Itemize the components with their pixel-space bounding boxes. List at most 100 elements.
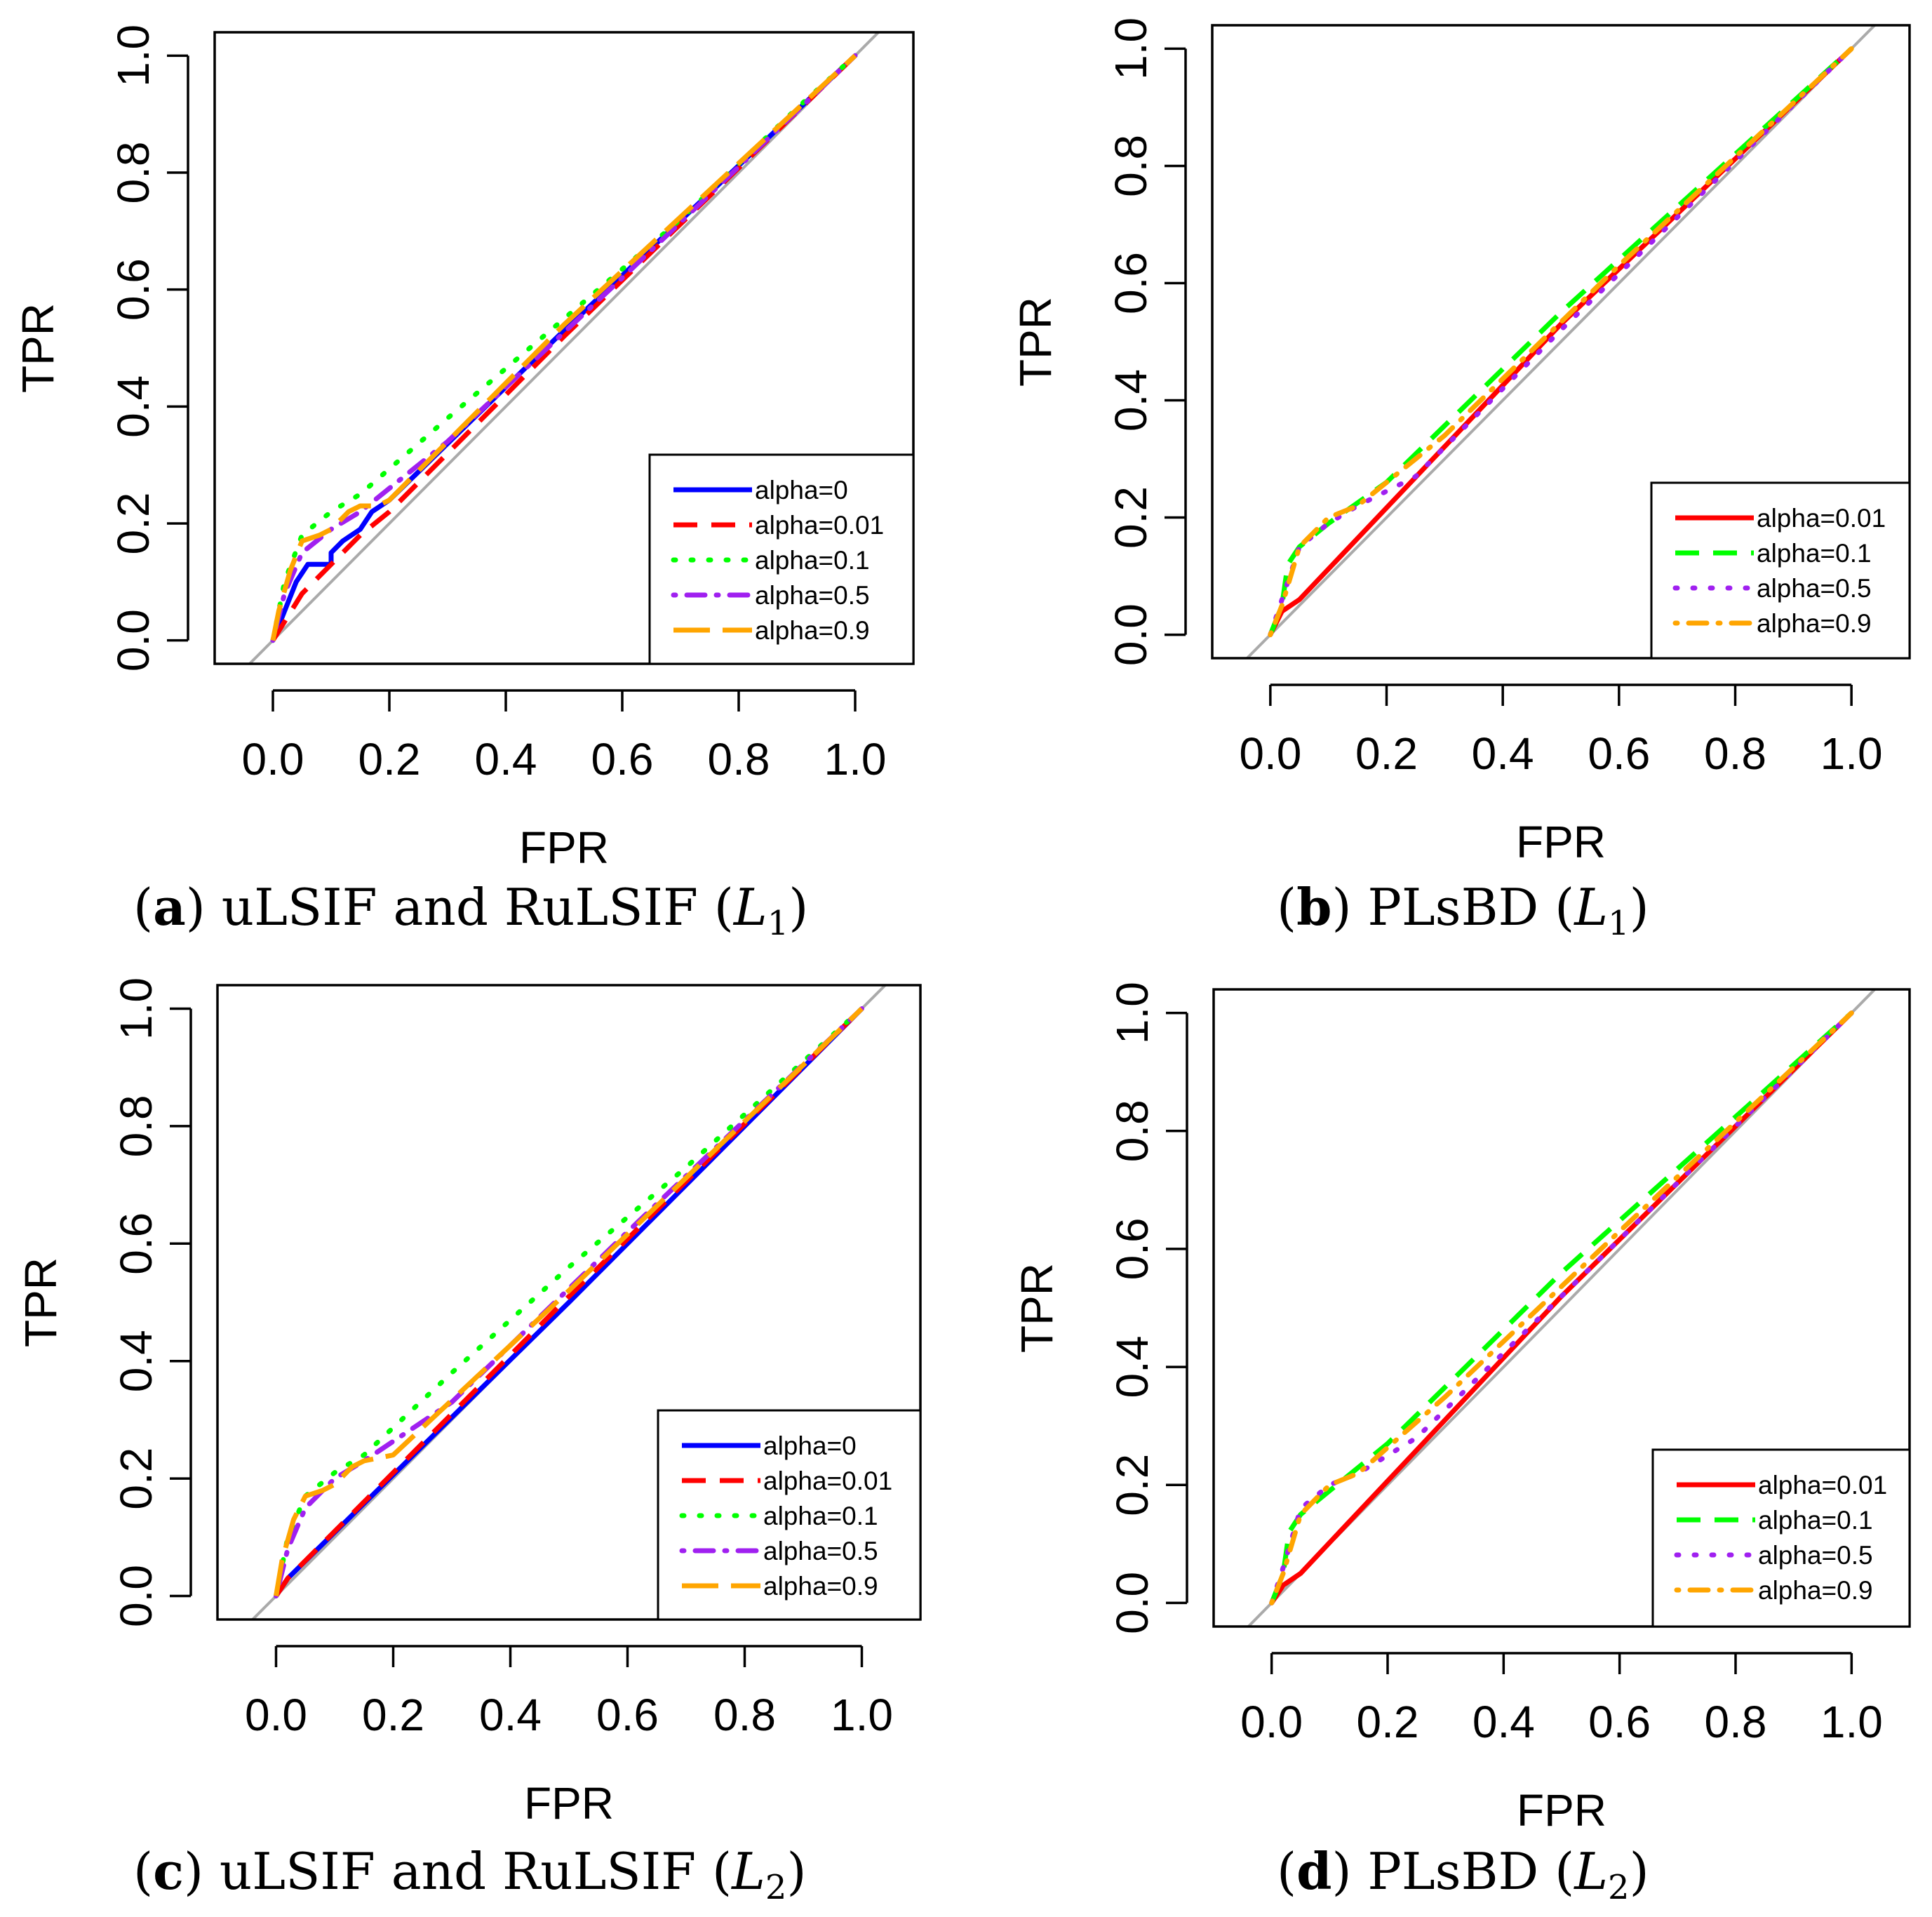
y-tick-label: 1.0 bbox=[111, 977, 161, 1040]
x-tick-label: 0.2 bbox=[1355, 728, 1418, 779]
x-tick-label: 0.0 bbox=[245, 1690, 307, 1740]
x-tick-label: 0.0 bbox=[1239, 728, 1301, 779]
x-tick-label: 0.4 bbox=[479, 1690, 542, 1740]
y-tick-label: 0.2 bbox=[1107, 1454, 1158, 1516]
legend-box bbox=[1650, 481, 1911, 660]
x-tick-label: 0.6 bbox=[1588, 1697, 1651, 1747]
x-tick-label: 0.4 bbox=[1473, 1697, 1535, 1747]
legend-label-alpha=0.1: alpha=0.1 bbox=[755, 546, 870, 575]
x-tick-label: 0.2 bbox=[358, 734, 421, 784]
x-axis-label: FPR bbox=[524, 1778, 614, 1829]
y-tick-label: 0.8 bbox=[111, 1095, 161, 1157]
x-tick-label: 0.8 bbox=[1704, 728, 1766, 779]
plot-frame bbox=[1212, 988, 1911, 1628]
x-tick-label: 1.0 bbox=[824, 734, 887, 784]
x-tick-label: 0.8 bbox=[708, 734, 770, 784]
x-axis-label: FPR bbox=[1516, 817, 1606, 867]
y-axis-label: TPR bbox=[1010, 297, 1061, 387]
panel-caption: (c) uLSIF and RuLSIF (L2) bbox=[133, 1841, 807, 1907]
legend-label-alpha=0.1: alpha=0.1 bbox=[1758, 1506, 1873, 1535]
plot-frame bbox=[213, 31, 915, 665]
y-tick-label: 0.6 bbox=[111, 1213, 161, 1275]
y-tick-label: 0.6 bbox=[108, 258, 159, 321]
y-tick-label: 0.0 bbox=[111, 1565, 161, 1627]
panel-c: 0.0 0.2 0.4 0.6 0.8 1.0 FPR 0.0 0.2 0.4 0.6 0.8 1.0 T… bbox=[15, 977, 922, 1907]
y-tick-label: 0.0 bbox=[108, 609, 159, 672]
x-tick-label: 0.0 bbox=[1240, 1697, 1303, 1747]
panel-d: 0.0 0.2 0.4 0.6 0.8 1.0 FPR 0.0 0.2 0.4 0.6 0.8 1.0 T… bbox=[1012, 982, 1911, 1907]
x-axis-label: FPR bbox=[519, 822, 609, 873]
y-tick-label: 0.2 bbox=[111, 1448, 161, 1510]
plot-frame bbox=[1211, 24, 1911, 660]
legend: alpha=0 alpha=0.01 alpha=0.1 alpha=0.5 alpha… bbox=[657, 1409, 922, 1621]
y-axis-label: TPR bbox=[13, 303, 63, 393]
x-axis-label: FPR bbox=[1517, 1785, 1606, 1836]
legend-label-alpha=0.01: alpha=0.01 bbox=[1757, 504, 1886, 533]
y-tick-label: 0.6 bbox=[1107, 1217, 1158, 1280]
y-tick-label: 0.4 bbox=[1106, 369, 1156, 432]
legend-label-alpha=0.01: alpha=0.01 bbox=[1758, 1471, 1887, 1499]
legend-box bbox=[1651, 1448, 1911, 1628]
x-tick-label: 0.4 bbox=[475, 734, 537, 784]
legend-label-alpha=0.01: alpha=0.01 bbox=[763, 1467, 892, 1495]
y-tick-label: 0.8 bbox=[108, 142, 159, 204]
y-axis-label: TPR bbox=[1012, 1263, 1062, 1353]
y-tick-label: 1.0 bbox=[108, 25, 159, 87]
y-tick-label: 1.0 bbox=[1107, 982, 1158, 1044]
y-tick-label: 0.0 bbox=[1106, 603, 1156, 666]
y-tick-label: 0.2 bbox=[108, 493, 159, 555]
y-tick-label: 0.2 bbox=[1106, 486, 1156, 549]
legend-label-alpha=0: alpha=0 bbox=[763, 1431, 857, 1460]
x-tick-label: 1.0 bbox=[1820, 1697, 1883, 1747]
x-tick-label: 0.0 bbox=[242, 734, 304, 784]
series-line-alpha=0.01 bbox=[271, 53, 857, 642]
legend-label-alpha=0.1: alpha=0.1 bbox=[763, 1502, 878, 1530]
x-tick-label: 0.6 bbox=[1588, 728, 1650, 779]
legend-label-alpha=0: alpha=0 bbox=[755, 476, 848, 505]
y-tick-label: 0.8 bbox=[1107, 1100, 1158, 1162]
panel-a: 0.0 0.2 0.4 0.6 0.8 1.0 FPR 0.0 0.2 0.4 0.6 0.8 1.0 T… bbox=[13, 25, 915, 943]
x-tick-label: 0.4 bbox=[1472, 728, 1534, 779]
y-axis-label: TPR bbox=[15, 1257, 66, 1347]
series-line-alpha=0.5 bbox=[1269, 1010, 1854, 1605]
legend: alpha=0.01 alpha=0.1 alpha=0.5 alpha=0.9 bbox=[1650, 481, 1911, 660]
panel-b: 0.0 0.2 0.4 0.6 0.8 1.0 FPR 0.0 0.2 0.4 0.6 0.8 1.0 T… bbox=[1010, 18, 1911, 943]
x-tick-label: 1.0 bbox=[831, 1690, 893, 1740]
legend-label-alpha=0.1: alpha=0.1 bbox=[1757, 539, 1872, 568]
series-line-alpha=0.9 bbox=[1269, 1010, 1854, 1605]
panel-caption: (b) PLsBD (L1) bbox=[1277, 877, 1649, 943]
y-tick-label: 0.4 bbox=[1107, 1336, 1158, 1398]
y-tick-label: 1.0 bbox=[1106, 18, 1156, 80]
y-tick-label: 0.0 bbox=[1107, 1572, 1158, 1634]
y-tick-label: 0.8 bbox=[1106, 135, 1156, 197]
plot-frame bbox=[216, 984, 922, 1621]
panel-caption: (d) PLsBD (L2) bbox=[1277, 1841, 1649, 1907]
x-tick-label: 0.2 bbox=[1357, 1697, 1419, 1747]
x-tick-label: 0.6 bbox=[591, 734, 654, 784]
x-tick-label: 1.0 bbox=[1820, 728, 1883, 779]
legend-label-alpha=0.5: alpha=0.5 bbox=[1757, 574, 1872, 603]
x-tick-label: 0.2 bbox=[362, 1690, 424, 1740]
legend-label-alpha=0.5: alpha=0.5 bbox=[763, 1537, 878, 1565]
legend-label-alpha=0.5: alpha=0.5 bbox=[1758, 1541, 1873, 1570]
series-line-alpha=0 bbox=[270, 53, 857, 641]
x-tick-label: 0.8 bbox=[1705, 1697, 1767, 1747]
x-tick-label: 0.6 bbox=[596, 1690, 659, 1740]
panel-caption: (a) uLSIF and RuLSIF (L1) bbox=[133, 877, 808, 943]
legend: alpha=0 alpha=0.01 alpha=0.1 alpha=0.5 alpha… bbox=[648, 453, 915, 665]
x-tick-label: 0.8 bbox=[713, 1690, 776, 1740]
y-tick-label: 0.4 bbox=[108, 375, 159, 438]
legend-label-alpha=0.01: alpha=0.01 bbox=[755, 511, 884, 540]
legend-label-alpha=0.9: alpha=0.9 bbox=[755, 616, 870, 645]
y-tick-label: 0.6 bbox=[1106, 252, 1156, 314]
series-line-alpha=0.01 bbox=[1269, 1011, 1853, 1605]
series-line-alpha=0.9 bbox=[270, 53, 857, 641]
legend: alpha=0.01 alpha=0.1 alpha=0.5 alpha=0.9 bbox=[1651, 1448, 1911, 1628]
legend-label-alpha=0.9: alpha=0.9 bbox=[1757, 609, 1872, 638]
series-line-alpha=0.1 bbox=[274, 1006, 864, 1598]
legend-label-alpha=0.9: alpha=0.9 bbox=[763, 1572, 878, 1601]
y-tick-label: 0.4 bbox=[111, 1330, 161, 1392]
series-line-alpha=0.9 bbox=[274, 1006, 864, 1597]
legend-label-alpha=0.9: alpha=0.9 bbox=[1758, 1576, 1873, 1605]
